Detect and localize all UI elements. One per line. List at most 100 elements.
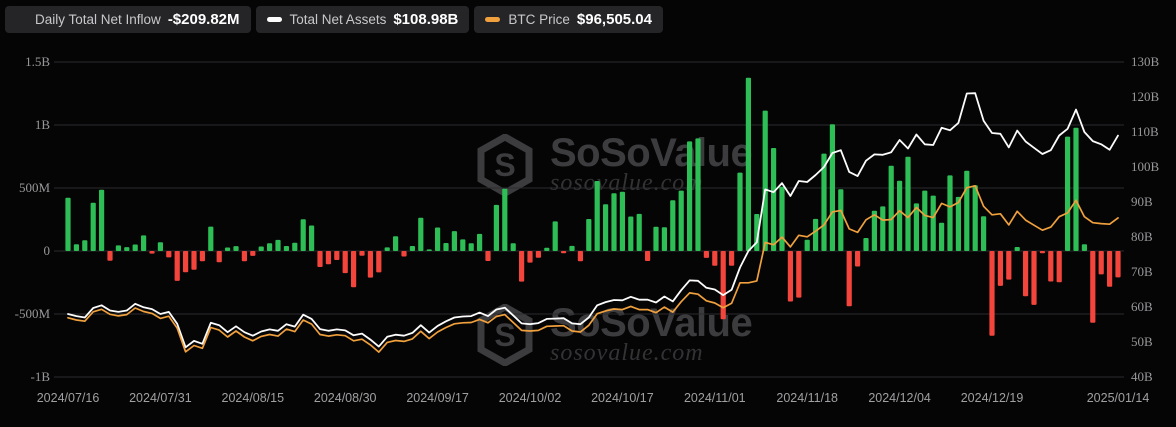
y-axis-right-tick: 120B	[1131, 89, 1160, 104]
daily-net-inflow-bar	[376, 251, 382, 273]
daily-net-inflow-bar	[258, 246, 264, 251]
legend-value: -$209.82M	[167, 11, 240, 28]
daily-net-inflow-bar	[1031, 251, 1037, 305]
daily-net-inflow-bar	[989, 251, 995, 336]
daily-net-inflow-bar	[762, 110, 768, 251]
btc-price-line	[67, 184, 1119, 353]
daily-net-inflow-bar	[670, 200, 676, 251]
daily-net-inflow-bar	[426, 249, 432, 251]
x-axis-tick: 2024/07/31	[129, 391, 192, 405]
daily-net-inflow-bar	[1090, 251, 1096, 323]
total-net-assets-line	[67, 92, 1119, 349]
daily-net-inflow-bar	[527, 251, 533, 263]
daily-net-inflow-bar	[1048, 251, 1054, 282]
x-axis-tick: 2024/07/16	[36, 391, 100, 405]
daily-net-inflow-bar	[510, 243, 516, 251]
daily-net-inflow-bar	[485, 251, 491, 261]
daily-net-inflow-bar	[519, 251, 525, 282]
x-axis-tick: 2024/10/02	[498, 391, 562, 405]
legend-value: $108.98B	[393, 11, 459, 28]
daily-net-inflow-bar	[233, 246, 239, 251]
daily-net-inflow-bar	[418, 217, 424, 251]
daily-net-inflow-bar	[183, 251, 189, 273]
daily-net-inflow-bar	[594, 181, 600, 251]
daily-net-inflow-bar	[771, 148, 777, 251]
daily-net-inflow-bar	[174, 251, 180, 281]
daily-net-inflow-bar	[544, 247, 550, 251]
daily-net-inflow-bar	[384, 247, 390, 251]
daily-net-inflow-bar	[703, 251, 709, 258]
legend-item-daily-net-inflow[interactable]: Daily Total Net Inflow -$209.82M	[5, 6, 251, 33]
x-axis-tick: 2024/12/04	[868, 391, 931, 405]
daily-net-inflow-bar	[964, 170, 970, 251]
y-axis-right-tick: 130B	[1131, 54, 1160, 69]
net-assets-dash-icon	[266, 17, 282, 22]
daily-net-inflow-bar	[804, 239, 810, 251]
y-axis-left-tick: 1.5B	[25, 54, 50, 69]
daily-net-inflow-bar	[477, 233, 483, 251]
legend-label: Total Net Assets	[289, 12, 387, 27]
daily-net-inflow-bar	[611, 193, 617, 251]
y-axis-left-tick: 0	[43, 243, 51, 258]
legend-item-total-net-assets[interactable]: Total Net Assets $108.98B	[255, 6, 470, 33]
daily-net-inflow-bar	[292, 242, 298, 251]
daily-net-inflow-bar	[888, 165, 894, 251]
daily-net-inflow-bar	[351, 251, 357, 288]
daily-net-inflow-bar	[955, 196, 961, 251]
daily-net-inflow-bar	[880, 206, 886, 251]
daily-net-inflow-bar	[838, 189, 844, 251]
daily-net-inflow-bar	[401, 251, 407, 257]
daily-net-inflow-bar	[107, 251, 113, 261]
daily-net-inflow-bar	[922, 190, 928, 251]
daily-net-inflow-bar	[855, 251, 861, 267]
daily-net-inflow-bar	[561, 251, 567, 254]
daily-net-inflow-bar	[124, 247, 130, 251]
daily-net-inflow-bar	[90, 202, 96, 251]
daily-net-inflow-bar	[569, 245, 575, 251]
x-axis-tick: 2024/10/17	[591, 391, 654, 405]
daily-net-inflow-bar	[267, 243, 273, 251]
daily-net-inflow-bar	[829, 124, 835, 251]
daily-net-inflow-bar	[65, 197, 71, 251]
x-axis-tick: 2024/12/19	[960, 391, 1024, 405]
daily-net-inflow-bar	[871, 210, 877, 251]
daily-net-inflow-bar	[393, 236, 399, 251]
legend-label: BTC Price	[508, 12, 570, 27]
daily-net-inflow-bar	[787, 251, 793, 302]
daily-net-inflow-bar	[157, 242, 163, 251]
y-axis-right-tick: 90B	[1131, 194, 1153, 209]
daily-net-inflow-bar	[552, 221, 558, 251]
daily-net-inflow-bar	[737, 172, 743, 251]
daily-net-inflow-bar	[939, 222, 945, 251]
daily-net-inflow-bar	[997, 251, 1003, 286]
daily-net-inflow-bar	[460, 239, 466, 251]
daily-net-inflow-bar	[661, 227, 667, 251]
daily-net-inflow-bar	[846, 251, 852, 307]
daily-net-inflow-bar	[300, 219, 306, 251]
daily-net-inflow-bar	[1023, 251, 1029, 297]
daily-net-inflow-bar	[930, 195, 936, 251]
daily-net-inflow-bar	[149, 251, 155, 254]
daily-net-inflow-bar	[208, 226, 214, 251]
y-axis-right-tick: 50B	[1131, 334, 1153, 349]
daily-net-inflow-bar	[216, 251, 222, 263]
daily-net-inflow-bar	[636, 213, 642, 251]
daily-net-inflow-bar	[275, 239, 281, 251]
daily-net-inflow-bar	[342, 251, 348, 274]
y-axis-right-tick: 80B	[1131, 229, 1153, 244]
daily-net-inflow-bar	[1081, 244, 1087, 251]
y-axis-left-tick: -500M	[14, 306, 50, 321]
daily-net-inflow-bar	[502, 188, 508, 251]
daily-net-inflow-bar	[628, 216, 634, 251]
legend-item-btc-price[interactable]: BTC Price $96,505.04	[474, 6, 663, 33]
daily-net-inflow-bar	[367, 251, 373, 278]
daily-net-inflow-bar	[897, 180, 903, 251]
daily-net-inflow-bar	[99, 189, 105, 251]
legend-label: Daily Total Net Inflow	[35, 12, 161, 27]
x-axis-tick: 2024/08/15	[221, 391, 285, 405]
x-axis-tick: 2025/01/14	[1086, 391, 1150, 405]
daily-net-inflow-bar	[678, 190, 684, 251]
daily-net-inflow-bar	[451, 231, 457, 251]
daily-net-inflow-bar	[132, 244, 138, 251]
